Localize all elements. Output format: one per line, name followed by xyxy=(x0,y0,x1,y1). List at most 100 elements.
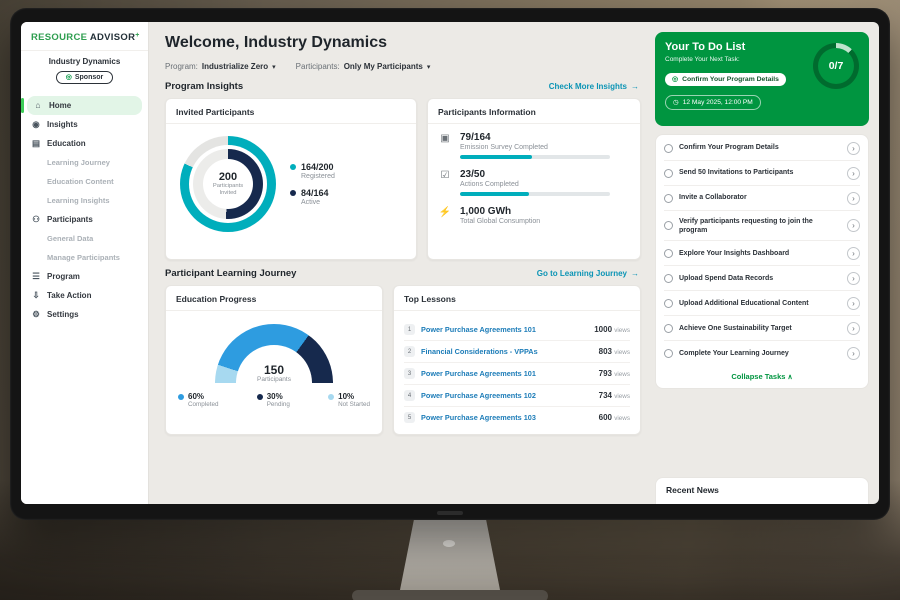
check-more-insights-link[interactable]: Check More Insights → xyxy=(549,82,639,91)
legend-dot xyxy=(290,164,296,170)
sidebar-item-insights[interactable]: ◉ Insights xyxy=(21,115,148,134)
task-label: Explore Your Insights Dashboard xyxy=(679,249,790,257)
lesson-views: 1000 xyxy=(594,325,613,334)
go-to-learning-journey-link[interactable]: Go to Learning Journey → xyxy=(537,269,639,278)
info-row-survey: ▣ 79/164 Emission Survey Completed xyxy=(438,132,630,159)
task-row[interactable]: Verify participants requesting to join t… xyxy=(664,211,860,242)
task-checkbox[interactable] xyxy=(664,168,673,178)
right-column: Your To Do List Complete Your Next Task:… xyxy=(651,22,879,504)
page-title: Welcome, Industry Dynamics xyxy=(165,34,387,51)
task-checkbox[interactable] xyxy=(664,193,673,203)
task-row[interactable]: Upload Spend Data Records › xyxy=(664,266,860,292)
participants-information-card: Participants Information ▣ 79/164 Emissi… xyxy=(427,98,641,260)
views-label: views xyxy=(614,327,630,334)
collapse-tasks-link[interactable]: Collapse Tasks ∧ xyxy=(664,365,860,387)
lesson-rank: 1 xyxy=(404,324,415,335)
task-label: Send 50 Invitations to Participants xyxy=(679,169,794,177)
task-label: Achieve One Sustainability Target xyxy=(679,324,792,332)
sponsor-badge[interactable]: ◎ Sponsor xyxy=(55,71,114,84)
task-checkbox[interactable] xyxy=(664,143,673,153)
info-label: Total Global Consumption xyxy=(460,218,541,225)
task-label: Upload Spend Data Records xyxy=(679,274,774,282)
legend-item-completed: 60% Completed xyxy=(178,392,218,408)
program-filter[interactable]: Program: Industrialize Zero ▾ xyxy=(165,62,276,71)
sidebar-item-settings[interactable]: ⚙ Settings xyxy=(21,305,148,324)
sponsor-icon: ◎ xyxy=(65,74,72,81)
task-row[interactable]: Send 50 Invitations to Participants › xyxy=(664,161,860,186)
task-label: Confirm Your Program Details xyxy=(679,144,779,152)
chevron-down-icon: ▾ xyxy=(426,63,431,71)
sidebar-item-learning-insights[interactable]: Learning Insights xyxy=(21,191,148,210)
task-checkbox[interactable] xyxy=(664,348,673,358)
chevron-right-icon[interactable]: › xyxy=(847,246,860,260)
bezel-logo xyxy=(437,511,463,515)
info-label: Actions Completed xyxy=(460,181,519,188)
task-row[interactable]: Achieve One Sustainability Target › xyxy=(664,316,860,342)
task-row[interactable]: Upload Additional Educational Content › xyxy=(664,291,860,317)
task-checkbox[interactable] xyxy=(664,323,673,333)
participants-filter[interactable]: Participants: Only My Participants ▾ xyxy=(296,62,431,71)
legend-label: Not Started xyxy=(338,401,370,408)
task-checkbox[interactable] xyxy=(664,273,673,283)
sponsor-label: Sponsor xyxy=(74,74,104,81)
lesson-rank: 2 xyxy=(404,346,415,357)
chevron-right-icon[interactable]: › xyxy=(847,296,860,310)
views-label: views xyxy=(614,415,630,422)
sidebar-item-learning-journey[interactable]: Learning Journey xyxy=(21,153,148,172)
sidebar-item-home[interactable]: ⌂ Home xyxy=(21,96,142,115)
sidebar-item-label: Settings xyxy=(47,310,79,319)
todo-next-task[interactable]: ◎ Confirm Your Program Details xyxy=(665,73,786,86)
chevron-right-icon[interactable]: › xyxy=(847,191,860,205)
lesson-link[interactable]: Power Purchase Agreements 101 xyxy=(421,369,536,378)
task-row[interactable]: Explore Your Insights Dashboard › xyxy=(664,241,860,267)
sidebar-item-program[interactable]: ☰ Program xyxy=(21,267,148,286)
todo-progress-value: 0/7 xyxy=(818,48,854,84)
brand-primary: RESOURCE xyxy=(31,32,88,43)
task-row[interactable]: Complete Your Learning Journey › xyxy=(664,341,860,365)
info-value: 23/50 xyxy=(460,169,486,180)
chevron-right-icon[interactable]: › xyxy=(847,346,860,360)
section-title-learning-journey: Participant Learning Journey xyxy=(165,268,297,279)
survey-icon: ▣ xyxy=(440,133,450,144)
task-row[interactable]: Invite a Collaborator › xyxy=(664,186,860,211)
program-icon: ☰ xyxy=(32,271,40,282)
chevron-right-icon[interactable]: › xyxy=(847,141,860,155)
task-checkbox[interactable] xyxy=(664,221,673,231)
lesson-link[interactable]: Power Purchase Agreements 103 xyxy=(421,413,536,422)
lesson-link[interactable]: Financial Considerations - VPPAs xyxy=(421,347,538,356)
lesson-link[interactable]: Power Purchase Agreements 101 xyxy=(421,325,536,334)
todo-card: Your To Do List Complete Your Next Task:… xyxy=(655,32,869,126)
task-checkbox[interactable] xyxy=(664,298,673,308)
todo-due: ◷ 12 May 2025, 12:00 PM xyxy=(665,94,761,110)
card-title: Education Progress xyxy=(166,294,382,311)
sidebar-item-participants[interactable]: ⚇ Participants xyxy=(21,210,148,229)
card-title: Participants Information xyxy=(428,107,640,124)
task-row[interactable]: Confirm Your Program Details › xyxy=(664,136,860,161)
take-action-icon: ⇩ xyxy=(32,290,40,301)
sidebar-item-general-data[interactable]: General Data xyxy=(21,229,148,248)
chevron-right-icon[interactable]: › xyxy=(847,166,860,180)
sidebar-item-education-content[interactable]: Education Content xyxy=(21,172,148,191)
invited-participants-card: Invited Participants 200 Participants In… xyxy=(165,98,417,260)
chevron-right-icon[interactable]: › xyxy=(847,219,860,233)
chevron-right-icon[interactable]: › xyxy=(847,271,860,285)
info-row-consumption: ⚡ 1,000 GWh Total Global Consumption xyxy=(438,206,630,229)
education-icon: ▤ xyxy=(31,138,41,149)
screen: RESOURCE ADVISOR+ Industry Dynamics ◎ Sp… xyxy=(21,22,879,504)
task-checkbox[interactable] xyxy=(664,248,673,258)
sidebar-item-take-action[interactable]: ⇩ Take Action xyxy=(21,286,148,305)
lesson-row: 2 Financial Considerations - VPPAs 803 v… xyxy=(404,341,630,363)
sidebar-item-education[interactable]: ▤ Education xyxy=(21,134,148,153)
chevron-right-icon[interactable]: › xyxy=(847,321,860,335)
top-lessons-card: Top Lessons 1 Power Purchase Agreements … xyxy=(393,285,641,435)
main-content: Welcome, Industry Dynamics Program: Indu… xyxy=(149,22,651,504)
chevron-down-icon: ▾ xyxy=(272,63,276,71)
filters-row: Program: Industrialize Zero ▾ Participan… xyxy=(165,62,641,71)
donut-center-label: Participants Invited xyxy=(212,182,244,196)
sidebar-item-manage-participants[interactable]: Manage Participants xyxy=(21,248,148,267)
participants-filter-value: Only My Participants xyxy=(343,62,423,71)
progress-fill xyxy=(460,155,532,159)
lesson-link[interactable]: Power Purchase Agreements 102 xyxy=(421,391,536,400)
sidebar-item-label: Participants xyxy=(47,215,93,224)
